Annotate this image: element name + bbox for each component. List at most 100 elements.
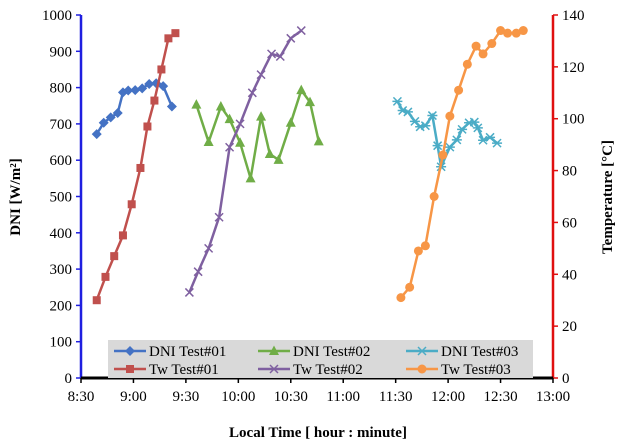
data-point (171, 29, 180, 38)
data-point (98, 117, 109, 128)
data-point (105, 112, 116, 123)
legend: DNI Test#01 DNI Test#02 DNI Test#03 Tw Test… (108, 340, 533, 378)
data-point (264, 148, 275, 159)
x-tick-label: 12:00 (431, 389, 465, 405)
data-point (478, 49, 488, 59)
data-point (110, 252, 119, 261)
data-point (392, 96, 403, 106)
data-point (166, 101, 177, 112)
y-right-tick-label: 20 (562, 319, 577, 335)
data-point (492, 138, 503, 148)
data-point (136, 163, 145, 172)
data-point (511, 28, 521, 38)
x-tick-label: 10:30 (274, 389, 308, 405)
data-point (267, 49, 277, 59)
data-point (137, 83, 148, 94)
x-tick-label: 12:30 (483, 389, 517, 405)
data-point (204, 243, 214, 253)
y-left-tick-label: 0 (65, 371, 73, 387)
data-point (158, 81, 169, 92)
y-left-tick-label: 1000 (42, 8, 72, 24)
data-point (427, 111, 438, 121)
legend-label: DNI Test#03 (441, 344, 518, 360)
legend-label: Tw Test#03 (441, 362, 511, 378)
data-point (471, 41, 481, 51)
data-point (157, 65, 166, 74)
data-point (269, 345, 279, 355)
data-point (518, 26, 528, 36)
legend-label: Tw Test#02 (293, 362, 363, 378)
data-point (118, 231, 127, 240)
y-right-tick-label: 80 (562, 164, 577, 180)
data-point (215, 100, 226, 111)
y-right-tick-label: 60 (562, 215, 577, 231)
y-left-tick-label: 600 (50, 153, 73, 169)
series-dni-test-02 (191, 84, 324, 183)
data-point (444, 142, 455, 152)
data-point (438, 150, 448, 160)
data-point (164, 34, 173, 43)
data-point (247, 88, 257, 98)
data-point (193, 267, 203, 277)
data-point (485, 132, 496, 142)
series-line (188, 29, 303, 293)
data-point (275, 51, 285, 62)
series-dni-test-01 (91, 78, 177, 140)
data-point (273, 154, 284, 164)
data-point (396, 293, 406, 303)
data-point (101, 272, 110, 281)
data-point (487, 39, 497, 49)
series-line (195, 87, 320, 179)
y-axis-right-label: Temperature [°C] (600, 140, 616, 254)
data-point (462, 59, 472, 69)
y-left-tick-label: 500 (50, 190, 73, 206)
data-point (112, 108, 123, 119)
data-point (420, 241, 430, 251)
data-point (126, 365, 134, 373)
y-left-tick-label: 700 (50, 117, 73, 133)
data-point (413, 246, 423, 256)
data-point (417, 346, 427, 356)
data-point (454, 85, 464, 95)
data-point (445, 111, 455, 121)
y-right-tick-label: 40 (562, 267, 577, 283)
data-point (214, 212, 224, 222)
data-point (144, 78, 155, 89)
y-right-tick-label: 140 (562, 8, 585, 24)
legend-item: DNI Test#01 (114, 344, 226, 360)
y-left-tick-label: 400 (50, 226, 73, 242)
data-point (224, 113, 235, 124)
y-left-tick-label: 100 (50, 335, 73, 351)
legend-item: Tw Test#01 (114, 362, 219, 378)
data-point (191, 99, 202, 109)
data-point (429, 192, 439, 201)
x-tick-label: 8:30 (68, 389, 95, 405)
data-point (503, 28, 513, 38)
legend-item: DNI Test#03 (406, 344, 518, 360)
legend-label: Tw Test#01 (149, 362, 219, 378)
data-point (269, 364, 279, 374)
data-point (225, 142, 235, 152)
y-right-tick-label: 100 (562, 112, 585, 128)
y-left-tick-label: 900 (50, 44, 73, 60)
data-point (417, 364, 427, 374)
x-tick-label: 9:00 (120, 389, 147, 405)
series-tw-test-02 (184, 26, 306, 297)
series-line (399, 29, 524, 299)
data-point (150, 96, 159, 105)
x-tick-label: 11:00 (326, 389, 360, 405)
y-left-tick-label: 800 (50, 81, 73, 97)
data-point (286, 33, 296, 43)
data-point (256, 70, 266, 80)
data-point (496, 26, 506, 36)
legend-label: DNI Test#02 (293, 344, 370, 360)
x-tick-label: 13:00 (536, 389, 570, 405)
data-point (91, 129, 102, 140)
series-tw-test-01 (92, 29, 180, 305)
y-left-tick-label: 200 (50, 298, 73, 314)
data-point (472, 123, 483, 133)
data-point (469, 117, 480, 127)
legend-label: DNI Test#01 (149, 344, 226, 360)
